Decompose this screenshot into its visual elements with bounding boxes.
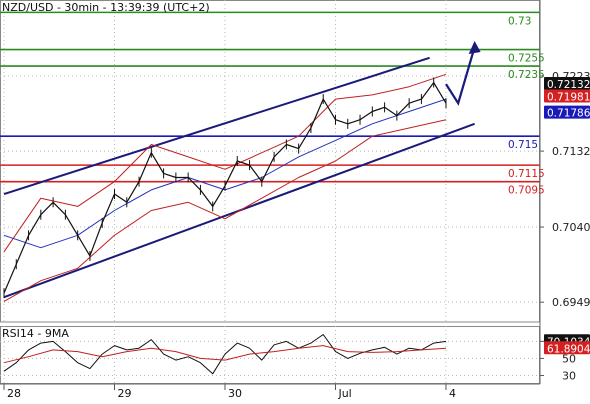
- price-tag-blue: 0.71786: [544, 105, 590, 120]
- price-tag-red: 0.71981: [544, 89, 590, 104]
- price-tag-box: [544, 105, 590, 119]
- price-tag-label: 0.71981: [547, 92, 590, 104]
- rsi-tag-box: [544, 341, 590, 355]
- chart-title: NZD/USD - 30min - 13:39:39 (UTC+2): [2, 1, 210, 14]
- bollinger-band: [3, 119, 447, 302]
- rsi-ma-line: [3, 345, 447, 364]
- rsi-line: [3, 334, 447, 375]
- price-tag-current: 0.72132: [544, 77, 590, 91]
- rsi-y-tick-label: 50: [562, 352, 576, 365]
- forecast-arrow: [445, 46, 476, 106]
- level-label: 0.7095: [508, 185, 545, 197]
- rsi-title: RSI14 - 9MA: [2, 327, 69, 340]
- price-tag-label: 0.72132: [547, 79, 590, 91]
- y-tick-label: 0.7040: [552, 221, 590, 234]
- price-tag-box: [544, 89, 590, 103]
- y-tick-label: 0.7132: [552, 145, 590, 158]
- level-label: 0.7255: [508, 53, 545, 65]
- level-label: 0.7115: [508, 168, 545, 180]
- channel-upper-line: [3, 56, 430, 195]
- y-tick-label: 0.6949: [552, 296, 590, 309]
- rsi-tag-red: 61.8904: [544, 341, 590, 355]
- rsi-y-tick-label: 30: [562, 369, 576, 382]
- x-tick-label: 30: [228, 387, 242, 400]
- rsi-tag-label: 61.8904: [547, 343, 590, 355]
- level-label: 0.7235: [508, 69, 545, 81]
- price-tag-label: 0.71786: [547, 108, 590, 120]
- x-tick-label: 28: [7, 387, 21, 400]
- x-tick-label: 4: [449, 387, 456, 400]
- price-tag-box: [544, 77, 590, 91]
- price-line: [3, 81, 447, 294]
- level-label: 0.715: [508, 139, 538, 151]
- x-tick-label: 29: [117, 387, 131, 400]
- bollinger-band: [3, 73, 447, 253]
- forecast-arrow-head: [468, 41, 481, 55]
- level-label: 0.73: [508, 15, 531, 27]
- x-tick-label: Jul: [337, 387, 351, 400]
- price-panel: 0.73 0.7255 0.7235 0.715 0.7115 0.7095: [0, 0, 545, 323]
